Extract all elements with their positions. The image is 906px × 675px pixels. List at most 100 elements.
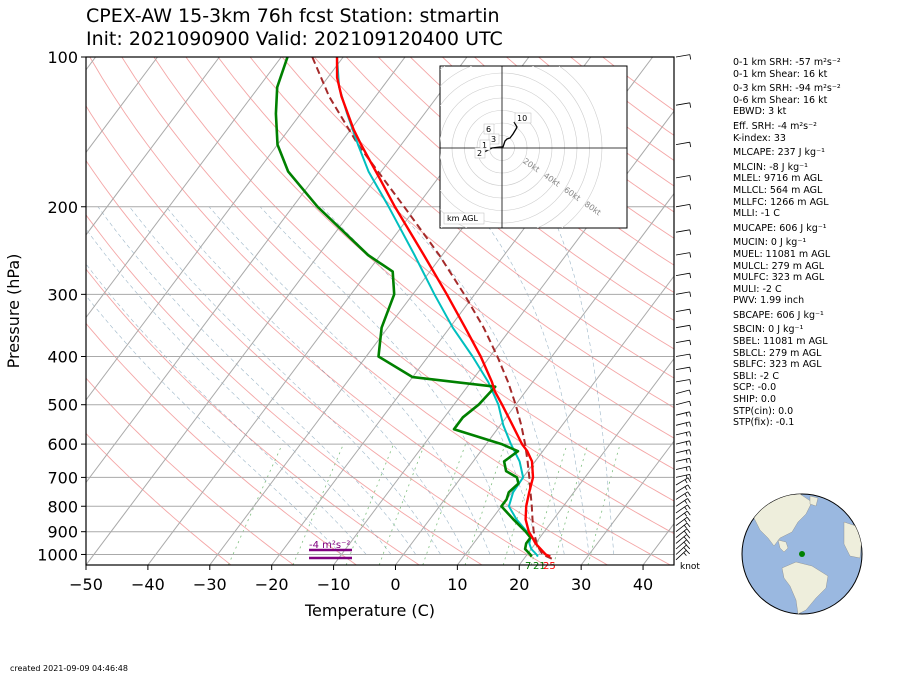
wind-barb: [675, 379, 692, 385]
wind-barb-flag: [689, 421, 692, 427]
wind-barb-shaft: [675, 389, 690, 394]
wind-barb-flag: [684, 493, 688, 498]
mixing-ratio-line: [378, 443, 425, 565]
wind-barb-shaft: [675, 379, 690, 383]
wind-barb: [675, 389, 692, 396]
wind-barb: [675, 252, 692, 258]
wind-barb-flag: [685, 441, 688, 446]
wind-barb-flag: [683, 530, 688, 535]
wind-barb: [675, 522, 691, 533]
wind-barb-flag: [689, 440, 692, 446]
wind-barb-flag: [686, 539, 691, 544]
wind-barb-flag: [689, 354, 692, 360]
wind-barb: [675, 353, 692, 360]
x-axis-label: Temperature (C): [304, 601, 435, 620]
wind-barb: [675, 528, 691, 538]
stat-item: MLLI: -1 C: [733, 208, 780, 220]
wind-barb-flag: [685, 458, 688, 463]
wind-barb-flag: [685, 412, 688, 417]
stat-item: STP(fix): -0.1: [733, 417, 795, 429]
wind-barb-flag: [687, 484, 691, 490]
wind-barb-shaft: [675, 366, 690, 370]
dry-adiabat: [153, 57, 674, 502]
x-tick-label: −20: [255, 575, 289, 594]
stat-item: SBLFC: 323 m AGL: [733, 359, 822, 371]
wind-barb-flag: [683, 536, 687, 540]
wind-barb-flag: [684, 512, 688, 517]
stats-panel: 0-1 km SRH: -57 m²s⁻² 0-1 km Shear: 16 k…: [733, 57, 841, 429]
dry-adiabat: [86, 377, 294, 565]
wind-barb-shaft: [675, 539, 687, 550]
stat-item: STP(cin): 0.0: [733, 405, 794, 417]
stat-item: Eff. SRH: -4 m²s⁻²: [733, 120, 817, 132]
hodograph-height-label: 3: [491, 135, 496, 144]
moist-adiabat: [208, 206, 491, 555]
wind-barb: [675, 324, 692, 331]
y-tick-label: 800: [47, 497, 78, 516]
stat-item: MLCAPE: 237 J kg⁻¹: [733, 147, 825, 159]
wind-barb: [675, 466, 692, 472]
wind-barb-flag: [686, 510, 691, 516]
mixing-ratio-line: [530, 443, 568, 565]
wind-barb-flag: [687, 477, 691, 483]
isotherm: [333, 110, 674, 565]
wind-barb-flag: [683, 552, 687, 556]
x-tick-label: 40: [633, 575, 653, 594]
stat-item: 0-6 km Shear: 16 kt: [733, 94, 828, 106]
dry-adiabat: [377, 57, 674, 294]
wind-barb: [675, 457, 692, 464]
mixing-ratio-line: [422, 443, 466, 565]
x-tick-label: 0: [390, 575, 400, 594]
x-tick-label: −40: [131, 575, 165, 594]
wind-barb: [675, 291, 692, 297]
wind-barb-shaft: [675, 400, 690, 406]
wind-unit-label: knot: [680, 562, 700, 572]
wind-barb-flag: [689, 389, 692, 396]
dry-adiabat: [86, 159, 545, 565]
stat-item: MUCAPE: 606 J kg⁻¹: [733, 222, 827, 234]
y-tick-label: 300: [47, 285, 78, 304]
moist-adiabat: [548, 206, 615, 555]
wind-barb-flag: [689, 273, 692, 279]
stat-item: SCP: -0.0: [733, 382, 777, 394]
hodograph-height-label: 10: [517, 114, 527, 123]
wind-barb: [675, 484, 691, 493]
wind-barb-shaft: [675, 324, 690, 329]
mixing-ratio-line: [502, 443, 542, 565]
isotherm: [86, 57, 220, 236]
stat-item: SBLCL: 279 m AGL: [733, 347, 822, 359]
isotherm: [395, 192, 674, 565]
wind-barb-shaft: [675, 411, 690, 416]
wind-barb: [675, 516, 691, 526]
wind-barb-flag: [689, 367, 692, 373]
wind-barb: [675, 308, 692, 315]
stat-item: MUCIN: 0 J kg⁻¹: [733, 237, 807, 249]
moist-adiabat: [86, 295, 342, 555]
wind-barb-shaft: [675, 466, 690, 470]
hodograph-trace: [481, 121, 518, 154]
stat-item: EBWD: 3 kt: [733, 106, 787, 118]
wind-barb: [675, 498, 691, 507]
station-marker: [799, 551, 805, 557]
wind-barb-flag: [689, 401, 692, 407]
wind-barb-flag: [689, 291, 692, 297]
hodograph-frame: [439, 65, 628, 229]
wind-barb-flag: [689, 431, 692, 437]
wind-barb: [675, 431, 692, 437]
wind-barb-flag: [689, 252, 692, 258]
wind-barb-flag: [685, 432, 688, 437]
y-tick-label: 700: [47, 468, 78, 487]
wind-barb-flag: [684, 486, 688, 491]
stat-item: SBEL: 11081 m AGL: [733, 336, 828, 348]
dry-adiabat: [121, 57, 674, 535]
wind-barb: [675, 411, 692, 417]
stat-item: SBCIN: 0 J kg⁻¹: [733, 324, 804, 336]
wind-barb-shaft: [675, 431, 690, 436]
srh-label: -4 m²s⁻²: [309, 540, 350, 551]
dry-adiabat: [313, 57, 674, 350]
wind-barb-flag: [685, 422, 688, 427]
wind-barb-shaft: [675, 498, 688, 507]
wind-barb-flag: [689, 340, 692, 346]
wind-barb-flag: [685, 467, 688, 472]
wind-barb-flag: [689, 204, 692, 210]
